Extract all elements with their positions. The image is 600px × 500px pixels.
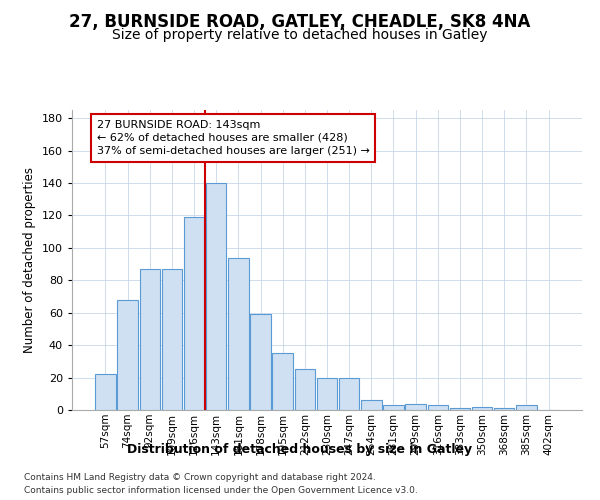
Bar (161, 269, 182, 410)
Bar (140, 269, 160, 410)
Bar (450, 408, 470, 410)
Bar (339, 378, 359, 410)
Bar (494, 408, 514, 410)
Bar (250, 314, 271, 410)
Bar (428, 405, 448, 410)
Bar (317, 378, 337, 410)
Text: Size of property relative to detached houses in Gatley: Size of property relative to detached ho… (112, 28, 488, 42)
Bar (295, 370, 315, 410)
Bar (118, 300, 138, 410)
Bar (184, 217, 204, 410)
Text: Contains public sector information licensed under the Open Government Licence v3: Contains public sector information licen… (24, 486, 418, 495)
Y-axis label: Number of detached properties: Number of detached properties (23, 167, 36, 353)
Text: 27, BURNSIDE ROAD, GATLEY, CHEADLE, SK8 4NA: 27, BURNSIDE ROAD, GATLEY, CHEADLE, SK8 … (70, 12, 530, 30)
Text: Distribution of detached houses by size in Gatley: Distribution of detached houses by size … (127, 442, 473, 456)
Bar (228, 258, 248, 410)
Bar (361, 400, 382, 410)
Bar (206, 183, 226, 410)
Text: Contains HM Land Registry data © Crown copyright and database right 2024.: Contains HM Land Registry data © Crown c… (24, 472, 376, 482)
Bar (516, 405, 536, 410)
Bar (406, 404, 426, 410)
Bar (472, 407, 493, 410)
Bar (95, 374, 116, 410)
Text: 27 BURNSIDE ROAD: 143sqm
← 62% of detached houses are smaller (428)
37% of semi-: 27 BURNSIDE ROAD: 143sqm ← 62% of detach… (97, 120, 370, 156)
Bar (383, 405, 404, 410)
Bar (272, 353, 293, 410)
